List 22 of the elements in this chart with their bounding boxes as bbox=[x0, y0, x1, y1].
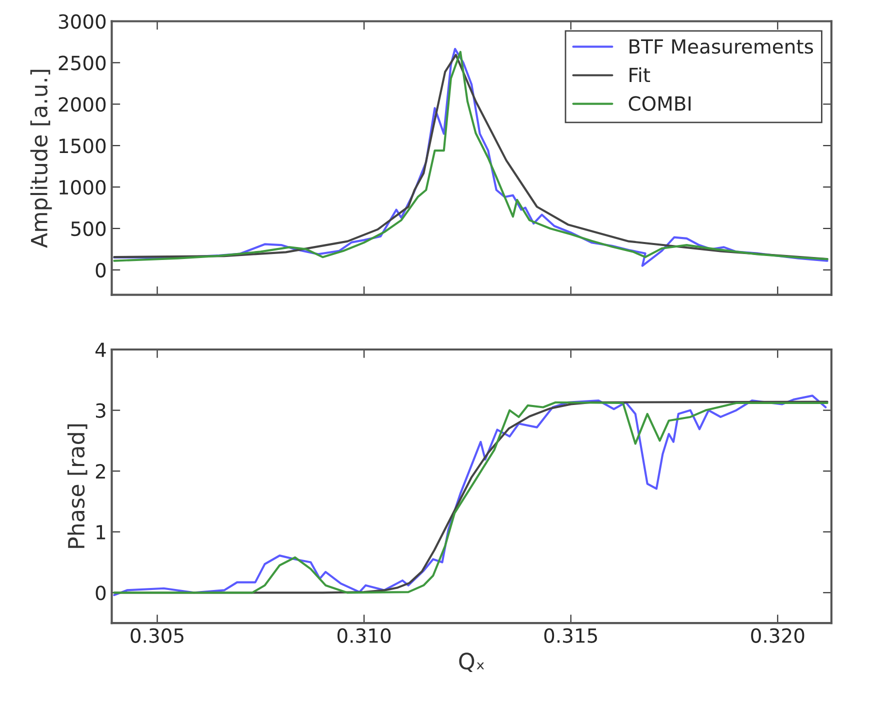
y-tick-label: 3000 bbox=[58, 14, 106, 29]
y-tick-label: 1500 bbox=[60, 138, 106, 154]
x-tick-label: 0.305 bbox=[130, 628, 184, 643]
legend-label: Fit bbox=[630, 67, 650, 82]
y-axis-title: Phase [rad] bbox=[67, 424, 88, 548]
x-tick-label: 0.315 bbox=[544, 628, 597, 643]
legend-label: COMBI bbox=[628, 96, 691, 111]
y-axis-title: Amplitude [a.u.] bbox=[30, 70, 52, 248]
y-tick-label: 0 bbox=[96, 262, 106, 278]
legend-label: BTF Measurements bbox=[630, 39, 813, 54]
x-axis-title: Qₓ bbox=[459, 652, 484, 672]
y-tick-label: 4 bbox=[95, 342, 106, 357]
y-tick-label: 3 bbox=[96, 403, 106, 418]
y-tick-label: 500 bbox=[71, 221, 106, 236]
y-tick-label: 2500 bbox=[58, 56, 106, 70]
y-tick-label: 1000 bbox=[60, 180, 106, 195]
x-tick-label: 0.310 bbox=[337, 628, 391, 643]
y-tick-label: 2000 bbox=[58, 97, 106, 112]
y-tick-label: 2 bbox=[96, 464, 105, 478]
x-tick-label: 0.320 bbox=[751, 628, 804, 643]
y-tick-label: 0 bbox=[96, 586, 106, 600]
y-tick-label: 1 bbox=[96, 525, 106, 540]
